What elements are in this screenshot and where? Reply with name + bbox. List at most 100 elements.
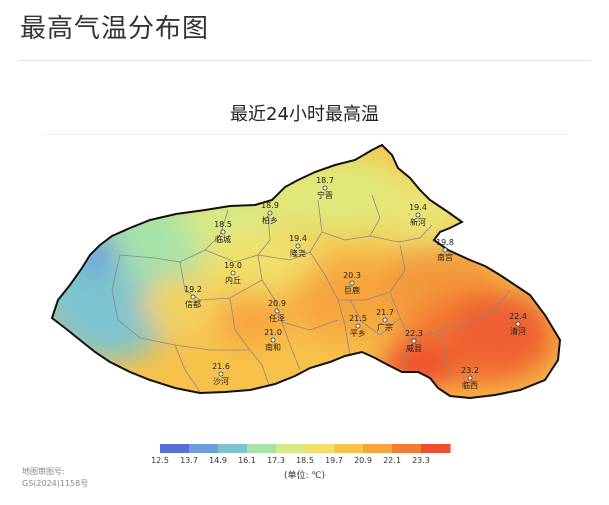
station-name: 任泽	[269, 313, 285, 323]
station-dot	[190, 294, 196, 300]
station-name: 信都	[185, 299, 201, 309]
station-value: 20.9	[268, 299, 286, 308]
station-name: 临西	[462, 380, 478, 390]
station-value: 19.0	[224, 261, 242, 270]
page-title: 最高气温分布图	[20, 14, 210, 44]
station-marker: 19.2 信都	[184, 285, 202, 309]
legend-swatch	[189, 444, 219, 453]
station-marker: 22.3 威县	[405, 329, 423, 353]
map-review-note: 地图审图号: GS(2024)1158号	[22, 466, 88, 490]
temperature-legend: 12.5 13.7 14.9 16.1 17.3 18.5 19.7 20.9 22.1 23.3	[151, 444, 451, 465]
station-value: 18.7	[316, 176, 334, 185]
heat-field	[52, 145, 560, 398]
station-dot	[230, 270, 236, 276]
station-name: 清河	[510, 326, 526, 336]
station-layer: 18.7 宁晋 18.9 柏乡 18.5 临城 19.4 新河 19.4 隆尧 19.8 南宫 19.0…	[184, 176, 527, 390]
legend-tick: 14.9	[209, 456, 227, 465]
station-value: 19.4	[289, 234, 307, 243]
station-name: 内丘	[225, 275, 241, 285]
legend-swatch	[218, 444, 248, 453]
station-value: 19.4	[409, 203, 427, 212]
header-divider	[18, 60, 591, 61]
station-dot	[274, 308, 280, 314]
review-label: 地图审图号:	[22, 467, 65, 476]
station-dot	[355, 323, 361, 329]
station-value: 19.2	[184, 285, 202, 294]
station-marker: 19.8 南宫	[436, 238, 454, 262]
station-dot	[267, 210, 273, 216]
legend-tick: 20.9	[354, 456, 372, 465]
station-dot	[218, 371, 224, 377]
legend-swatch	[276, 444, 306, 453]
legend-swatch	[421, 444, 451, 453]
legend-swatch	[363, 444, 393, 453]
station-value: 18.9	[261, 201, 279, 210]
map-title: 最近24小时最高温	[230, 104, 379, 125]
station-name: 南宫	[437, 252, 453, 262]
station-value: 21.7	[376, 308, 394, 317]
legend-swatch	[305, 444, 335, 453]
station-name: 南和	[265, 342, 281, 352]
legend-tick: 22.1	[383, 456, 401, 465]
station-value: 23.2	[461, 366, 479, 375]
station-marker: 21.7 广宗	[376, 308, 394, 332]
station-value: 22.4	[509, 312, 527, 321]
legend-swatch	[392, 444, 422, 453]
station-marker: 18.9 柏乡	[261, 201, 279, 225]
station-name: 巨鹿	[344, 285, 360, 295]
station-marker: 21.0 南和	[264, 328, 282, 352]
station-name: 隆尧	[290, 248, 306, 258]
legend-unit: (单位: ℃)	[283, 471, 326, 481]
station-value: 20.3	[343, 271, 361, 280]
station-dot	[220, 229, 226, 235]
station-dot	[411, 338, 417, 344]
station-dot	[442, 247, 448, 253]
station-marker: 19.0 内丘	[224, 261, 242, 285]
title-rule	[42, 134, 567, 135]
station-marker: 19.4 新河	[409, 203, 427, 227]
legend-tick: 17.3	[267, 456, 285, 465]
station-name: 新河	[410, 217, 426, 227]
station-dot	[270, 337, 276, 343]
legend-swatch	[160, 444, 190, 453]
station-value: 21.5	[349, 314, 367, 323]
review-code: GS(2024)1158号	[22, 479, 89, 488]
station-value: 19.8	[436, 238, 454, 247]
legend-tick: 12.5	[151, 456, 169, 465]
station-value: 18.5	[214, 220, 232, 229]
legend-tick: 13.7	[180, 456, 198, 465]
legend-tick: 18.5	[296, 456, 314, 465]
legend-tick: 23.3	[412, 456, 430, 465]
station-dot	[515, 321, 521, 327]
station-marker: 18.7 宁晋	[316, 176, 334, 200]
station-marker: 20.3 巨鹿	[343, 271, 361, 295]
station-value: 22.3	[405, 329, 423, 338]
station-marker: 21.6 沙河	[212, 362, 230, 386]
station-value: 21.0	[264, 328, 282, 337]
station-dot	[295, 243, 301, 249]
legend-swatch	[247, 444, 277, 453]
station-dot	[322, 185, 328, 191]
legend-swatch	[334, 444, 364, 453]
station-name: 柏乡	[262, 215, 278, 225]
station-name: 临城	[215, 234, 231, 244]
station-dot	[349, 280, 355, 286]
station-name: 威县	[406, 343, 422, 353]
station-name: 平乡	[350, 329, 366, 338]
station-marker: 21.5 平乡	[349, 314, 367, 338]
station-dot	[467, 375, 473, 381]
legend-tick: 16.1	[238, 456, 256, 465]
station-marker: 20.9 任泽	[268, 299, 286, 323]
station-dot	[415, 212, 421, 218]
station-name: 沙河	[213, 376, 229, 386]
station-dot	[382, 317, 388, 323]
station-marker: 23.2 临西	[461, 366, 479, 390]
station-marker: 22.4 清河	[509, 312, 527, 336]
station-marker: 19.4 隆尧	[289, 234, 307, 258]
station-name: 宁晋	[317, 190, 333, 200]
station-value: 21.6	[212, 362, 230, 371]
station-marker: 18.5 临城	[214, 220, 232, 244]
legend-tick: 19.7	[325, 456, 343, 465]
station-name: 广宗	[377, 322, 393, 332]
